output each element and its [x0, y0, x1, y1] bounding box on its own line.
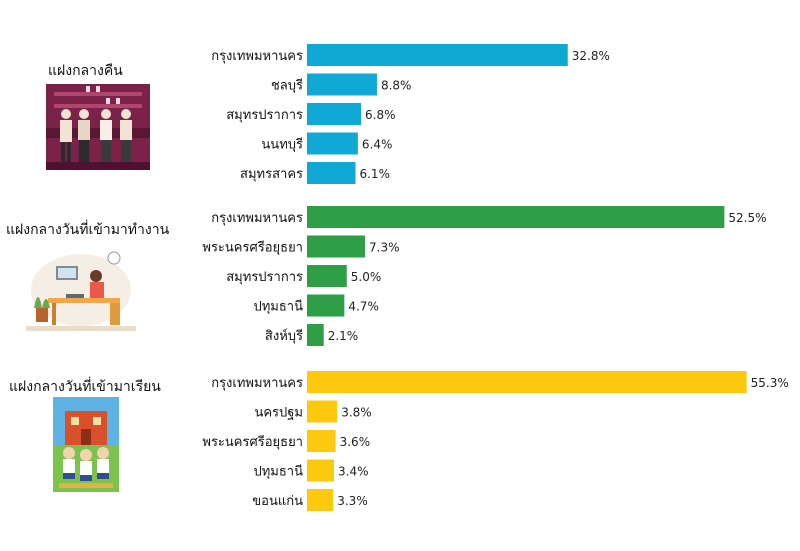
bar [307, 44, 568, 66]
value-label: 55.3% [751, 376, 789, 390]
bar [307, 132, 358, 155]
bar [307, 400, 338, 423]
bar [307, 206, 725, 228]
bar [307, 459, 335, 482]
value-label: 7.3% [369, 241, 400, 255]
nightlife-bar-scene-icon [46, 84, 150, 170]
category-label: ชลบุรี [271, 78, 303, 94]
group-title-study: แฝงกลางวันที่เข้ามาเรียน [9, 379, 161, 395]
group-title-night: แฝงกลางคืน [48, 63, 123, 79]
category-label: กรุงเทพมหานคร [211, 49, 303, 64]
value-label: 6.1% [359, 167, 390, 181]
category-label: สมุทรสาคร [240, 167, 303, 182]
category-label: สิงห์บุรี [265, 328, 303, 344]
value-label: 6.4% [362, 138, 393, 152]
value-label: 3.6% [340, 435, 371, 449]
bar [307, 103, 362, 125]
value-label: 2.1% [328, 329, 359, 343]
bar [307, 430, 336, 452]
bar [307, 489, 334, 511]
category-label: ปทุมธานี [253, 299, 303, 315]
bar [307, 294, 345, 317]
value-label: 3.3% [337, 494, 368, 508]
value-label: 8.8% [381, 79, 412, 93]
bar [307, 162, 356, 184]
value-label: 3.8% [341, 406, 372, 420]
category-label: นครปฐม [254, 406, 303, 421]
value-label: 5.0% [351, 270, 382, 284]
bar [307, 265, 347, 287]
bar [307, 73, 377, 96]
school-children-icon [53, 397, 119, 492]
category-label: ขอนแก่น [252, 494, 303, 509]
category-label: สมุทรปราการ [226, 270, 303, 285]
category-label: กรุงเทพมหานคร [211, 376, 303, 391]
value-label: 4.7% [348, 300, 379, 314]
group-title-work: แฝงกลางวันที่เข้ามาทำงาน [6, 222, 170, 238]
category-label: ปทุมธานี [253, 464, 303, 480]
value-label: 32.8% [572, 49, 610, 63]
office-worker-desk-icon [26, 251, 136, 331]
bar [307, 235, 366, 258]
bar [307, 324, 324, 346]
category-label: นนทบุรี [261, 137, 303, 153]
category-label: พระนครศรีอยุธยา [202, 240, 303, 256]
value-label: 52.5% [728, 211, 766, 225]
bar [307, 371, 747, 393]
value-label: 3.4% [338, 465, 369, 479]
value-label: 6.8% [365, 108, 396, 122]
category-label: พระนครศรีอยุธยา [202, 434, 303, 450]
category-label: สมุทรปราการ [226, 108, 303, 123]
category-label: กรุงเทพมหานคร [211, 211, 303, 226]
